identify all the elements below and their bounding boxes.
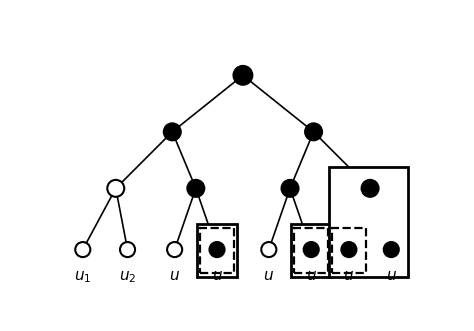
Circle shape — [305, 123, 322, 140]
Circle shape — [167, 242, 182, 257]
Circle shape — [384, 242, 399, 257]
Bar — [292, 224, 331, 277]
Bar — [197, 224, 237, 277]
Circle shape — [120, 242, 135, 257]
Circle shape — [304, 242, 319, 257]
Text: $u$: $u$ — [386, 269, 397, 283]
Circle shape — [107, 180, 124, 197]
Bar — [294, 228, 328, 273]
Bar — [332, 228, 366, 273]
Text: $u_2$: $u_2$ — [119, 269, 136, 285]
Text: $u_1$: $u_1$ — [74, 269, 91, 285]
Circle shape — [362, 180, 379, 197]
Circle shape — [234, 66, 252, 85]
Text: $u$: $u$ — [211, 269, 222, 283]
Circle shape — [164, 123, 181, 140]
Bar — [329, 167, 408, 277]
Circle shape — [210, 242, 225, 257]
Circle shape — [282, 180, 299, 197]
Circle shape — [261, 242, 276, 257]
Text: $u$: $u$ — [306, 269, 317, 283]
Circle shape — [187, 180, 204, 197]
Text: $u$: $u$ — [264, 269, 274, 283]
Circle shape — [341, 242, 356, 257]
Bar — [200, 228, 234, 273]
Circle shape — [75, 242, 91, 257]
Text: $u$: $u$ — [343, 269, 355, 283]
Text: $u$: $u$ — [169, 269, 180, 283]
